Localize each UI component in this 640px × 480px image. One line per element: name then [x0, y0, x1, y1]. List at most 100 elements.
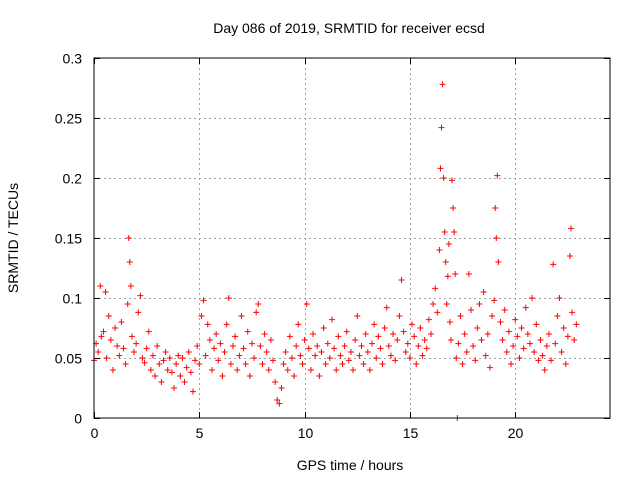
- data-point: [118, 319, 125, 325]
- data-point: [194, 343, 201, 349]
- data-point: [221, 349, 228, 355]
- data-point: [339, 361, 346, 367]
- data-point: [526, 340, 533, 347]
- data-point: [103, 355, 110, 361]
- data-point: [120, 345, 127, 352]
- data-point: [514, 333, 521, 340]
- data-point: [171, 385, 178, 391]
- data-point: [451, 229, 458, 235]
- data-point: [377, 345, 384, 352]
- data-point: [539, 352, 546, 359]
- data-point: [128, 333, 135, 340]
- data-point: [560, 325, 567, 331]
- data-point: [409, 321, 416, 328]
- data-point: [531, 349, 538, 355]
- data-point: [305, 345, 312, 352]
- data-point: [383, 304, 390, 311]
- data-point: [267, 337, 274, 343]
- data-point: [276, 400, 283, 407]
- y-tick-label: 0.25: [55, 111, 82, 127]
- data-point: [379, 361, 386, 367]
- data-point: [133, 340, 140, 347]
- y-tick-labels: 0 0.05 0.1 0.15 0.2 0.25 0.3: [55, 51, 82, 427]
- data-point: [360, 361, 367, 367]
- data-point: [244, 328, 251, 335]
- data-point: [253, 309, 260, 316]
- data-point: [307, 367, 314, 373]
- data-point: [131, 349, 138, 355]
- data-point: [495, 259, 502, 265]
- data-point: [443, 301, 450, 307]
- data-point: [126, 259, 133, 265]
- data-point: [543, 343, 550, 349]
- data-point: [369, 340, 376, 347]
- data-point: [364, 349, 371, 355]
- data-point: [545, 331, 552, 337]
- data-point: [505, 328, 512, 335]
- data-point: [430, 301, 437, 307]
- data-point: [499, 337, 506, 343]
- data-point: [352, 337, 359, 343]
- y-axis-label: SRMTID / TECUs: [5, 183, 21, 293]
- data-point: [102, 289, 109, 295]
- x-tick-label: 5: [196, 425, 204, 441]
- data-point: [116, 352, 123, 359]
- data-point: [461, 331, 468, 337]
- data-point: [280, 361, 287, 367]
- data-point: [173, 361, 180, 367]
- data-point: [493, 235, 500, 241]
- data-point: [550, 261, 557, 268]
- data-point: [125, 235, 132, 241]
- data-point: [156, 361, 163, 367]
- data-point: [295, 321, 302, 328]
- data-point: [219, 373, 226, 379]
- data-point: [439, 81, 446, 88]
- data-point: [558, 349, 565, 355]
- data-point: [417, 325, 424, 331]
- data-point: [211, 345, 218, 352]
- data-point: [472, 357, 479, 364]
- data-point: [242, 361, 249, 367]
- data-point: [107, 337, 114, 343]
- data-point: [470, 343, 477, 349]
- data-point: [350, 367, 357, 373]
- data-point: [522, 304, 529, 311]
- data-point: [440, 175, 447, 181]
- y-tick-label: 0: [74, 411, 82, 427]
- data-point: [238, 313, 245, 319]
- data-point: [337, 352, 344, 359]
- data-point: [200, 297, 207, 304]
- data-point: [316, 373, 323, 379]
- data-point: [402, 349, 409, 355]
- y-tick-label: 0.1: [63, 291, 83, 307]
- data-point: [114, 343, 121, 349]
- data-point: [154, 343, 161, 349]
- data-point: [164, 367, 171, 373]
- data-point: [533, 321, 540, 328]
- data-point: [463, 349, 470, 355]
- data-point: [400, 328, 407, 335]
- data-point: [261, 331, 268, 337]
- data-point: [198, 313, 205, 319]
- data-point: [333, 367, 340, 373]
- data-point: [556, 295, 563, 301]
- data-point: [441, 229, 448, 235]
- data-point: [445, 241, 452, 247]
- data-point: [484, 331, 491, 337]
- data-point: [234, 367, 241, 373]
- data-point: [139, 355, 146, 361]
- data-point: [524, 331, 531, 337]
- data-point: [413, 361, 420, 367]
- data-point: [444, 273, 451, 280]
- data-point: [162, 349, 169, 355]
- data-point: [145, 328, 152, 335]
- data-point: [192, 357, 199, 364]
- data-point: [314, 343, 321, 349]
- data-point: [187, 369, 194, 376]
- x-tick-labels: 0 5 10 15 20: [91, 425, 524, 441]
- data-point: [438, 124, 445, 131]
- chart-title: Day 086 of 2019, SRMTID for receiver ecs…: [213, 20, 485, 36]
- data-point: [95, 349, 102, 355]
